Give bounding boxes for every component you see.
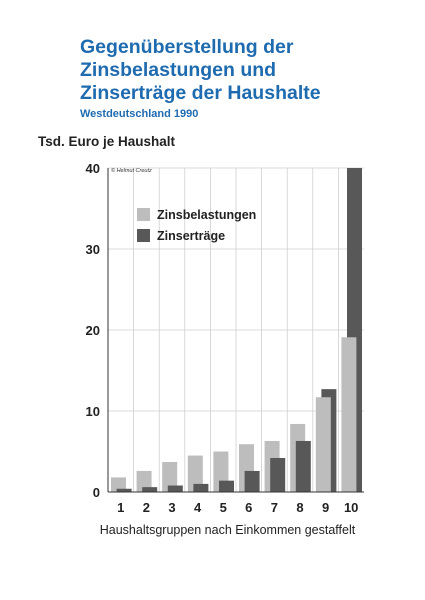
x-tick-label: 6 xyxy=(245,500,252,515)
bars xyxy=(111,168,362,492)
legend-label-zinsertraege: Zinserträge xyxy=(157,229,225,243)
x-tick-label: 3 xyxy=(168,500,175,515)
x-tick-label: 2 xyxy=(143,500,150,515)
bar-zinsertraege-8 xyxy=(295,440,311,492)
x-tick-label: 8 xyxy=(296,500,303,515)
y-tick-label: 0 xyxy=(93,485,100,500)
y-tick-label: 40 xyxy=(86,161,100,176)
bar-zinsbelastungen-10 xyxy=(341,337,357,492)
chart-subtitle: Westdeutschland 1990 xyxy=(80,108,199,120)
bar-zinsbelastungen-4 xyxy=(187,455,203,492)
x-tick-label: 1 xyxy=(117,500,124,515)
y-tick-label: 20 xyxy=(86,323,100,338)
bar-zinsertraege-2 xyxy=(142,487,158,492)
chart-title-line-2: Zinsbelastungen und xyxy=(80,59,277,81)
y-tick-labels: 0 10 20 30 40 xyxy=(86,161,100,500)
x-tick-label: 4 xyxy=(194,500,202,515)
bar-zinsbelastungen-9 xyxy=(315,397,331,492)
bar-zinsertraege-3 xyxy=(167,485,183,492)
bar-zinsbelastungen-2 xyxy=(136,470,152,492)
y-tick-label: 30 xyxy=(86,242,100,257)
chart-title: Gegenüberstellung der Zinsbelastungen un… xyxy=(80,36,410,105)
bar-zinsertraege-6 xyxy=(244,470,260,492)
y-axis-label: Tsd. Euro je Haushalt xyxy=(38,134,176,149)
x-axis-label: Haushaltsgruppen nach Einkommen gestaffe… xyxy=(99,523,356,537)
copyright-credit: © Helmut Creutz xyxy=(111,167,152,174)
bar-zinsertraege-5 xyxy=(219,480,234,492)
bar-zinsbelastungen-1 xyxy=(111,477,126,492)
chart-title-line-3: Zinserträge der Haushalte xyxy=(80,82,321,104)
bar-zinsbelastungen-3 xyxy=(162,462,178,492)
x-tick-labels: 1 2 3 4 5 6 7 8 9 10 xyxy=(117,500,358,515)
bar-zinsertraege-1 xyxy=(116,488,132,492)
x-tick-label: 10 xyxy=(344,500,358,515)
legend-swatch-zinsertraege xyxy=(137,229,150,242)
x-tick-label: 7 xyxy=(271,500,278,515)
bar-zinsertraege-7 xyxy=(270,457,286,492)
axes xyxy=(107,168,364,493)
x-tick-label: 9 xyxy=(322,500,329,515)
bar-zinsertraege-4 xyxy=(193,483,209,492)
legend-label-zinsbelastungen: Zinsbelastungen xyxy=(157,208,256,222)
legend-swatch-zinsbelastungen xyxy=(137,208,150,221)
chart-title-line-1: Gegenüberstellung der xyxy=(80,36,294,58)
x-tick-label: 5 xyxy=(220,500,227,515)
y-tick-label: 10 xyxy=(86,404,100,419)
legend: Zinsbelastungen Zinserträge xyxy=(137,208,256,243)
